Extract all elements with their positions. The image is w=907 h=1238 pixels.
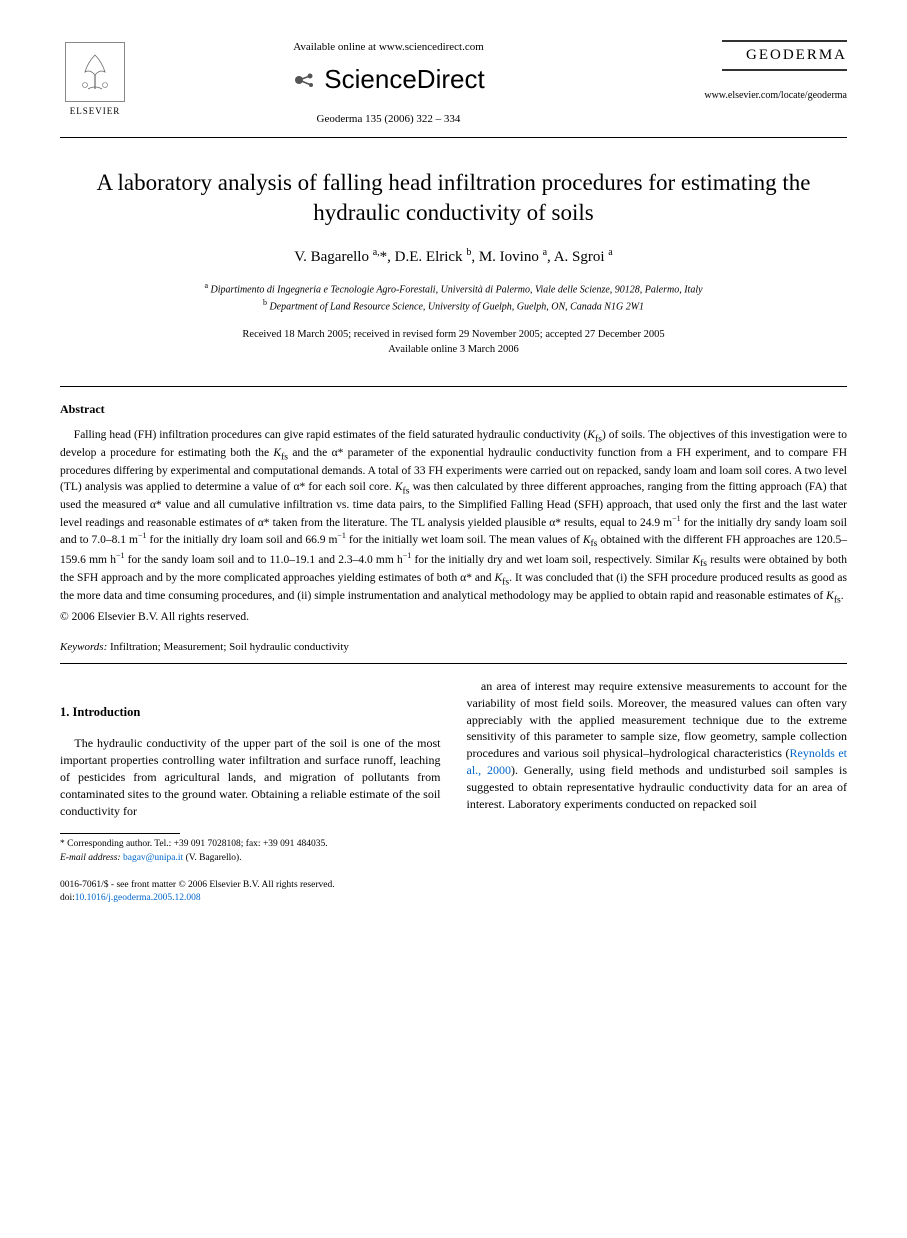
- affiliation-b: Department of Land Resource Science, Uni…: [269, 302, 644, 313]
- affiliation-a: Dipartimento di Ingegneria e Tecnologie …: [211, 284, 703, 295]
- section-heading-intro: 1. Introduction: [60, 704, 441, 722]
- publisher-logo: ELSEVIER: [60, 40, 130, 120]
- author-2: D.E. Elrick b: [395, 249, 472, 265]
- header-right: GEODERMA www.elsevier.com/locate/geoderm…: [647, 40, 847, 103]
- author-1: V. Bagarello a,*: [294, 249, 387, 265]
- keywords-text: Infiltration; Measurement; Soil hydrauli…: [110, 641, 349, 653]
- abstract-heading: Abstract: [60, 401, 847, 418]
- elsevier-tree-icon: [65, 42, 125, 102]
- intro-para-2: an area of interest may require extensiv…: [467, 678, 848, 812]
- abstract-copyright: © 2006 Elsevier B.V. All rights reserved…: [60, 609, 847, 625]
- abstract-body: Falling head (FH) infiltration procedure…: [60, 428, 847, 608]
- doi-block: 0016-7061/$ - see front matter © 2006 El…: [60, 879, 441, 906]
- abstract-bottom-rule: [60, 663, 847, 664]
- keywords-line: Keywords: Infiltration; Measurement; Soi…: [60, 640, 847, 655]
- journal-name: GEODERMA: [722, 40, 847, 71]
- email-author-name: (V. Bagarello).: [186, 853, 242, 863]
- article-dates: Received 18 March 2005; received in revi…: [60, 327, 847, 359]
- keywords-label: Keywords:: [60, 641, 107, 653]
- sciencedirect-icon: [292, 67, 318, 93]
- affiliations: a Dipartimento di Ingegneria e Tecnologi…: [60, 280, 847, 315]
- doi-label: doi:: [60, 893, 75, 903]
- header-center: Available online at www.sciencedirect.co…: [130, 40, 647, 129]
- sciencedirect-brand: ScienceDirect: [130, 61, 647, 97]
- intro-para-1: The hydraulic conductivity of the upper …: [60, 735, 441, 819]
- corresponding-text: * Corresponding author. Tel.: +39 091 70…: [60, 839, 328, 849]
- available-online-text: Available online at www.sciencedirect.co…: [130, 40, 647, 55]
- header-rule: [60, 137, 847, 138]
- corresponding-author-footnote: * Corresponding author. Tel.: +39 091 70…: [60, 838, 441, 865]
- doi-link[interactable]: 10.1016/j.geoderma.2005.12.008: [75, 893, 201, 903]
- sciencedirect-text: ScienceDirect: [324, 61, 484, 97]
- author-3: M. Iovino a: [479, 249, 547, 265]
- abstract-top-rule: [60, 386, 847, 387]
- author-list: V. Bagarello a,*, D.E. Elrick b, M. Iovi…: [60, 246, 847, 268]
- journal-header: ELSEVIER Available online at www.science…: [60, 40, 847, 129]
- email-label: E-mail address:: [60, 853, 121, 863]
- journal-url: www.elsevier.com/locate/geoderma: [647, 89, 847, 103]
- online-date: Available online 3 March 2006: [388, 344, 518, 355]
- footnote-rule: [60, 833, 180, 834]
- front-matter-text: 0016-7061/$ - see front matter © 2006 El…: [60, 880, 335, 890]
- author-4: A. Sgroi a: [554, 249, 613, 265]
- publisher-name: ELSEVIER: [70, 105, 121, 118]
- author-email-link[interactable]: bagav@unipa.it: [123, 853, 183, 863]
- body-columns: 1. Introduction The hydraulic conductivi…: [60, 678, 847, 906]
- intro-para-2-post: ). Generally, using field methods and un…: [467, 763, 848, 811]
- received-date: Received 18 March 2005; received in revi…: [242, 329, 664, 340]
- article-title: A laboratory analysis of falling head in…: [80, 168, 827, 228]
- citation-line: Geoderma 135 (2006) 322 – 334: [130, 112, 647, 127]
